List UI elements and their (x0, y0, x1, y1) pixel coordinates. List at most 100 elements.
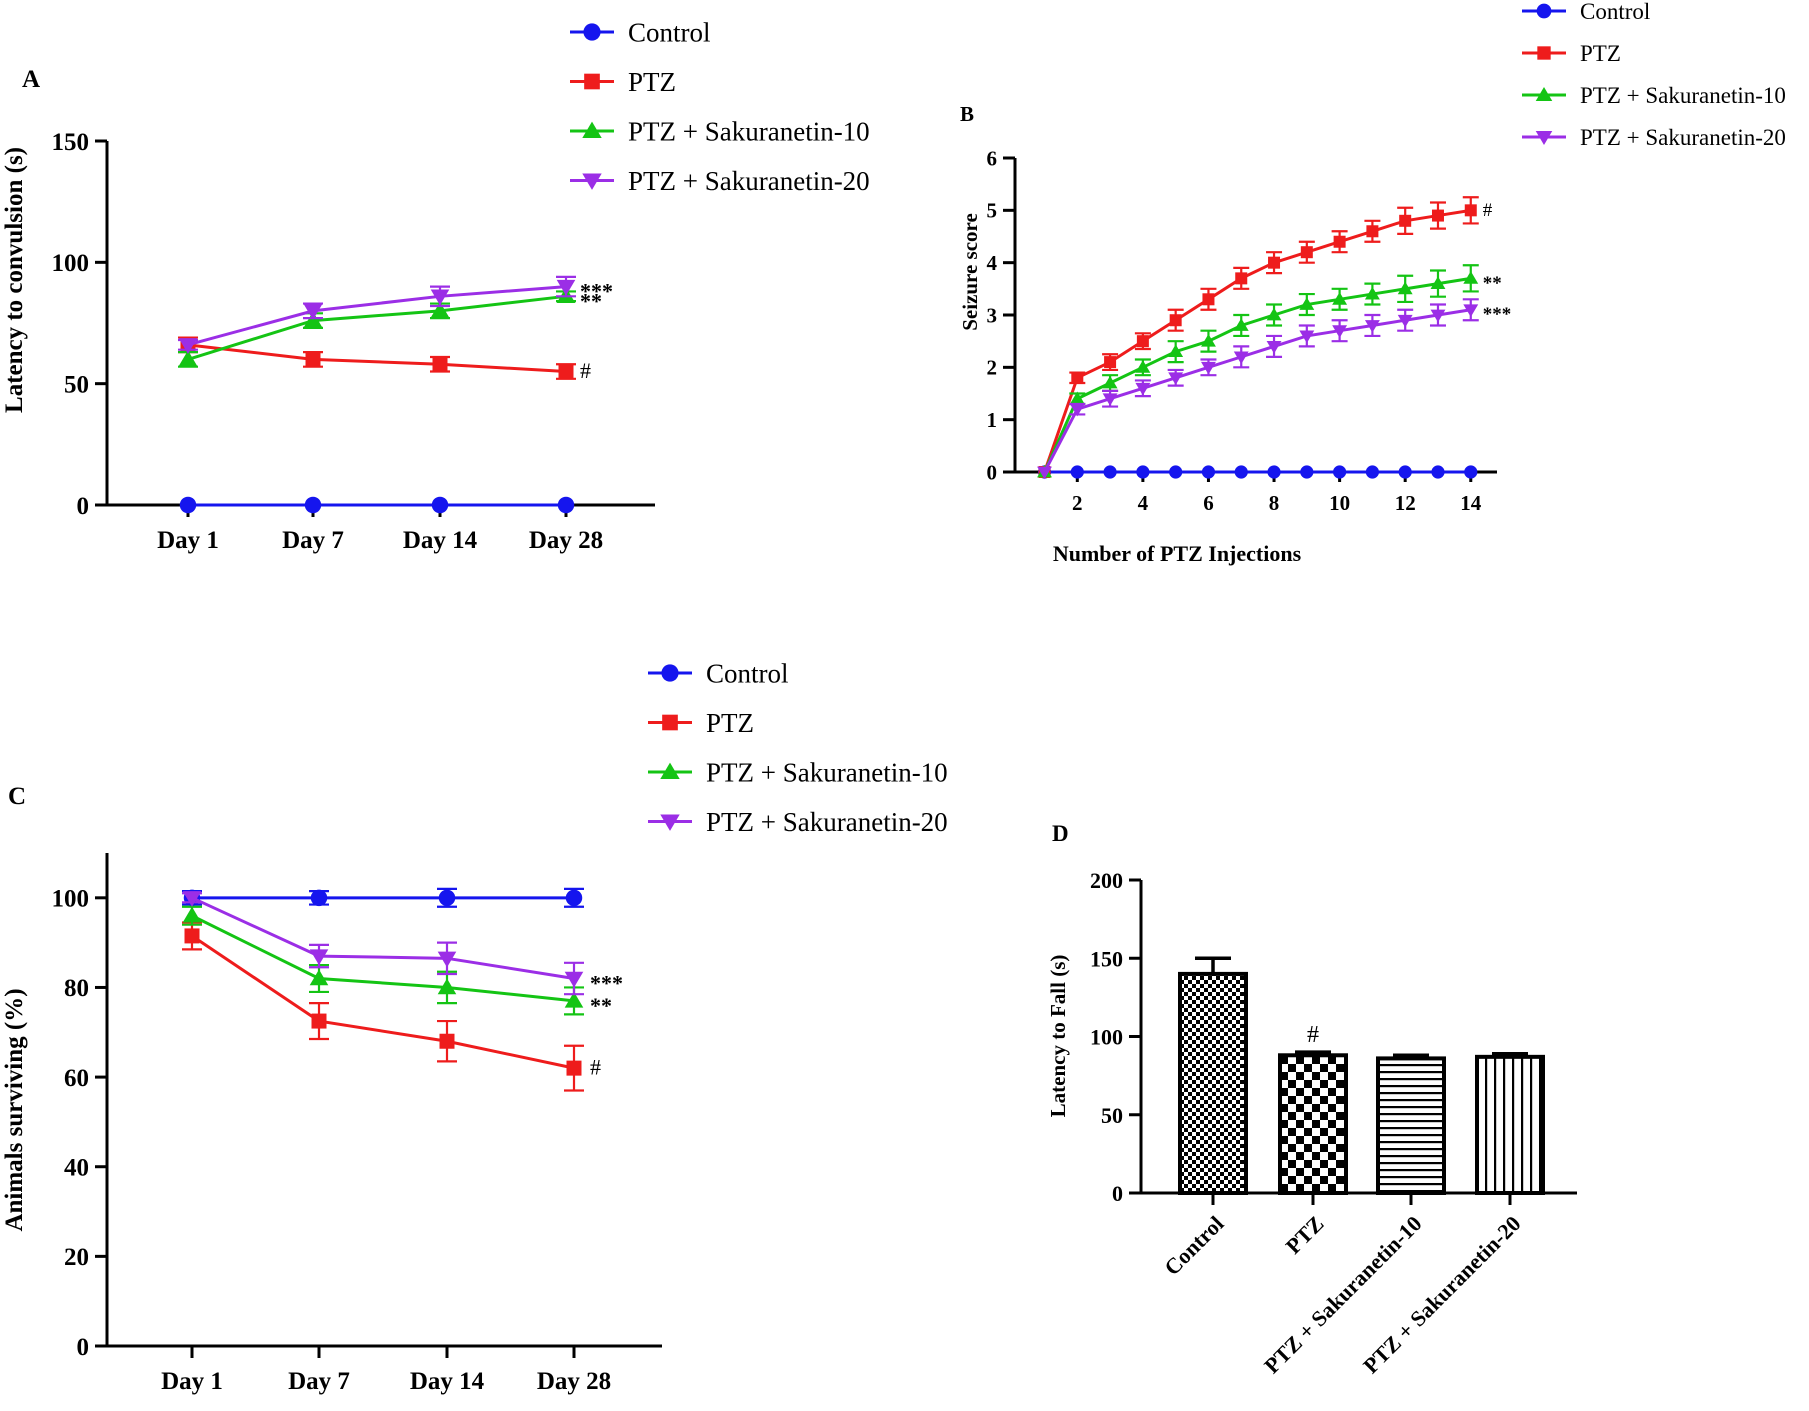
panel-a-legend-marker-sak10 (582, 121, 602, 139)
panel-b-point-ptz (1235, 272, 1248, 285)
panel-c-legend-label-ptz: PTZ (706, 708, 754, 738)
panel-b-point-ptz (1431, 209, 1444, 222)
panel-c-legend-marker-ptz (662, 714, 678, 731)
panel-b-point-control (1431, 465, 1445, 479)
panel-c-series-line-sak20 (191, 896, 575, 980)
panel-d-bar-1 (1278, 1053, 1348, 1196)
panel-c-y-tick-label: 20 (64, 1244, 89, 1271)
panel-b-x-tick-label: 2 (1072, 491, 1083, 515)
panel-a-x-tick-label: Day 28 (529, 527, 603, 554)
panel-b-legend-marker-control (1536, 3, 1552, 19)
panel-b-point-control (1300, 465, 1314, 479)
panel-a-significance-mark: *** (580, 279, 613, 304)
panel-b-point-ptz (1071, 371, 1084, 384)
panel-b-point-control (1169, 465, 1183, 479)
panel-b-point-ptz (1300, 246, 1313, 259)
panel-a-legend-label-control: Control (628, 17, 711, 47)
panel-b-xlabel: Number of PTZ Injections (1053, 541, 1302, 566)
panel-b-point-sak10 (1299, 297, 1315, 310)
panel-a-series-line-sak20 (187, 285, 567, 347)
panel-d: D Latency to Fall (s) 0 50 100 150 200 Contro… (1046, 821, 1577, 1378)
panel-b-point-sak10 (1266, 307, 1282, 321)
panel-c-y-tick-label: 0 (77, 1334, 90, 1361)
panel-c-point-sak20 (437, 951, 457, 968)
panel-a-plot: 0 50 100 150 Day 1 Day 7 Day 14 Day 28 ***** # (52, 129, 655, 554)
panel-c-x-tick-label: Day 14 (410, 1368, 485, 1395)
panel-d-x-tick-label: PTZ (1281, 1211, 1329, 1259)
panel-c-y-tick-label: 100 (52, 886, 90, 913)
panel-c-legend-marker-sak10 (660, 762, 680, 780)
panel-c-y-tick-label: 80 (64, 975, 89, 1002)
panel-b-y-tick-label: 2 (987, 356, 998, 380)
panel-a: A Latency to convulsion (s) 0 50 100 150 Day… (1, 17, 870, 554)
panel-d-y-tick-label: 200 (1090, 868, 1123, 893)
panel-b-point-ptz (1268, 256, 1281, 269)
panel-b-series-line-ptz (1043, 208, 1472, 473)
panel-b-point-ptz (1399, 214, 1412, 227)
panel-c-point-ptz (439, 1033, 455, 1049)
panel-b-point-control (1267, 465, 1281, 479)
panel-b-point-ptz (1104, 356, 1117, 369)
panel-a-letter: A (22, 66, 40, 93)
panel-b-legend-marker-ptz (1537, 46, 1551, 60)
panel-b-point-sak10 (1430, 276, 1446, 289)
panel-b-point-sak10 (1102, 375, 1118, 389)
panel-d-bar-0 (1178, 971, 1248, 1196)
panel-c-point-sak10 (182, 906, 202, 923)
panel-c-point-control (565, 889, 583, 907)
panel-b-series-line-sak20 (1043, 308, 1472, 473)
panel-a-series-line-ptz (187, 343, 567, 374)
panel-c-plot: 0 20 40 60 80 100 Day 1 Day 7 Day 14 Day 28 ***** # (52, 853, 662, 1395)
panel-b-legend-label-ptz: PTZ (1580, 41, 1621, 66)
panel-b-legend-marker-sak20 (1535, 130, 1553, 146)
panel-a-legend-label-sak10: PTZ + Sakuranetin-10 (628, 116, 870, 146)
panel-b-point-sak20 (1397, 314, 1413, 328)
panel-c-legend-label-sak10: PTZ + Sakuranetin-10 (706, 757, 948, 787)
panel-b-legend: Control PTZ PTZ + Sakuranetin-10 PTZ + Saku… (1522, 0, 1786, 150)
panel-a-point-sak10 (430, 301, 450, 318)
panel-a-point-control (179, 496, 197, 514)
panel-a-point-sak20 (178, 338, 198, 354)
panel-b-point-sak20 (1299, 330, 1315, 344)
panel-b-x-tick-label: 12 (1395, 491, 1416, 515)
panel-d-y-tick-label: 50 (1101, 1103, 1123, 1128)
panel-c-point-control (310, 889, 328, 907)
panel-a-point-sak20 (430, 289, 450, 306)
panel-b-point-sak20 (1463, 304, 1479, 317)
panel-b-point-sak10 (1364, 286, 1380, 300)
panel-a-significance-mark: # (580, 358, 591, 383)
panel-c-point-control (438, 889, 456, 907)
panel-d-ylabel: Latency to Fall (s) (1046, 955, 1070, 1118)
panel-c-point-sak20 (182, 891, 202, 907)
panel-a-significance-mark: ** (580, 288, 602, 313)
panel-b-point-control (1234, 465, 1248, 479)
panel-b-point-sak20 (1069, 403, 1085, 417)
panel-a-x-tick-label: Day 1 (157, 527, 219, 554)
panel-d-bar-2 (1376, 1056, 1446, 1196)
panel-a-point-ptz (305, 351, 321, 367)
panel-c-significance-mark: *** (590, 971, 623, 996)
panel-b-x-tick-label: 6 (1203, 491, 1214, 515)
panel-b-x-tick-label: 8 (1269, 491, 1280, 515)
panel-b-point-sak20 (1266, 341, 1282, 354)
panel-a-legend: Control PTZ PTZ + Sakuranetin-10 PTZ + Saku… (570, 17, 870, 196)
panel-c-point-sak10 (564, 991, 584, 1008)
panel-d-bar-3 (1475, 1054, 1545, 1195)
panel-b-point-ptz (1202, 293, 1215, 306)
panel-d-x-tick-label: PTZ + Sakuranetin-10 (1259, 1211, 1426, 1378)
panel-c-significance-mark: ** (590, 993, 612, 1018)
panel-d-error-bar (1195, 956, 1231, 974)
panel-b-y-tick-label: 0 (987, 460, 998, 484)
panel-b-point-sak10 (1463, 271, 1479, 284)
panel-a-legend-marker-control (583, 23, 601, 41)
panel-b-legend-label-control: Control (1580, 0, 1650, 24)
panel-d-significance-mark: # (1307, 1022, 1319, 1048)
panel-a-y-tick-label: 50 (64, 371, 89, 398)
panel-b-point-control (1136, 465, 1150, 479)
panel-c-letter: C (8, 783, 26, 810)
panel-c-legend-marker-sak20 (660, 814, 680, 831)
panel-b-point-control (1365, 465, 1380, 479)
panel-a-point-sak20 (556, 279, 576, 296)
panel-b-point-sak10 (1069, 391, 1085, 405)
